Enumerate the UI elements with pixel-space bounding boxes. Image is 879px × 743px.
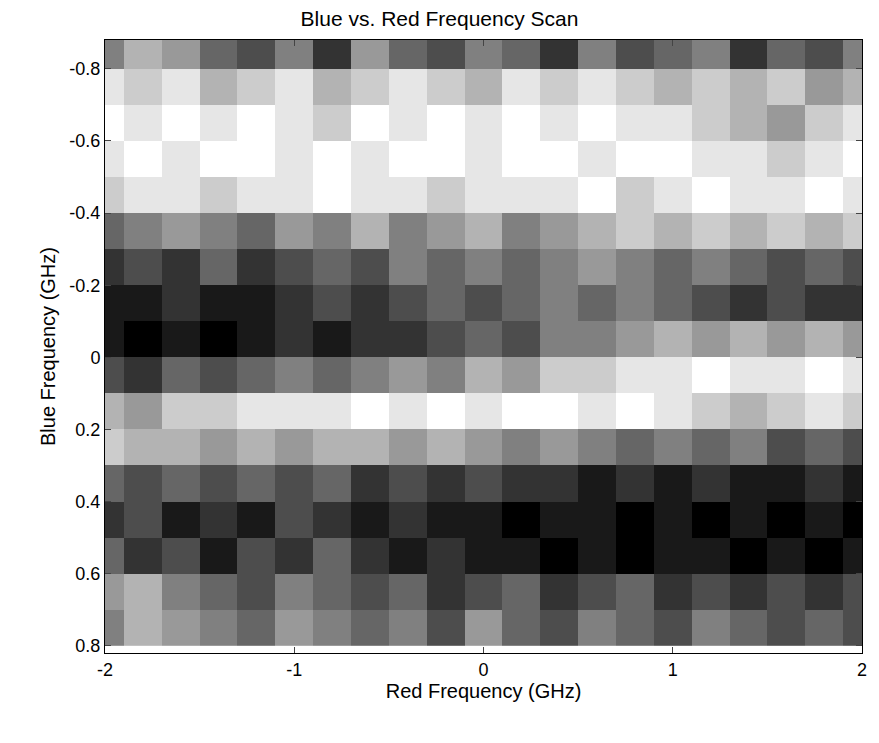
svg-text:-0.6: -0.6 [69,131,100,151]
svg-text:0.4: 0.4 [75,492,100,512]
svg-text:0.2: 0.2 [75,420,100,440]
svg-text:Blue Frequency (GHz): Blue Frequency (GHz) [37,247,59,446]
svg-text:-0.8: -0.8 [69,59,100,79]
svg-text:-0.2: -0.2 [69,276,100,296]
svg-text:-0.4: -0.4 [69,203,100,223]
svg-text:0: 0 [478,660,488,680]
svg-text:Red Frequency (GHz): Red Frequency (GHz) [386,680,582,702]
svg-text:2: 2 [857,660,867,680]
svg-text:0.6: 0.6 [75,564,100,584]
svg-text:-1: -1 [286,660,302,680]
svg-text:1: 1 [668,660,678,680]
svg-text:-2: -2 [97,660,113,680]
svg-text:0: 0 [90,348,100,368]
svg-text:0.8: 0.8 [75,636,100,656]
svg-text:Blue vs. Red Frequency Scan: Blue vs. Red Frequency Scan [301,7,579,30]
